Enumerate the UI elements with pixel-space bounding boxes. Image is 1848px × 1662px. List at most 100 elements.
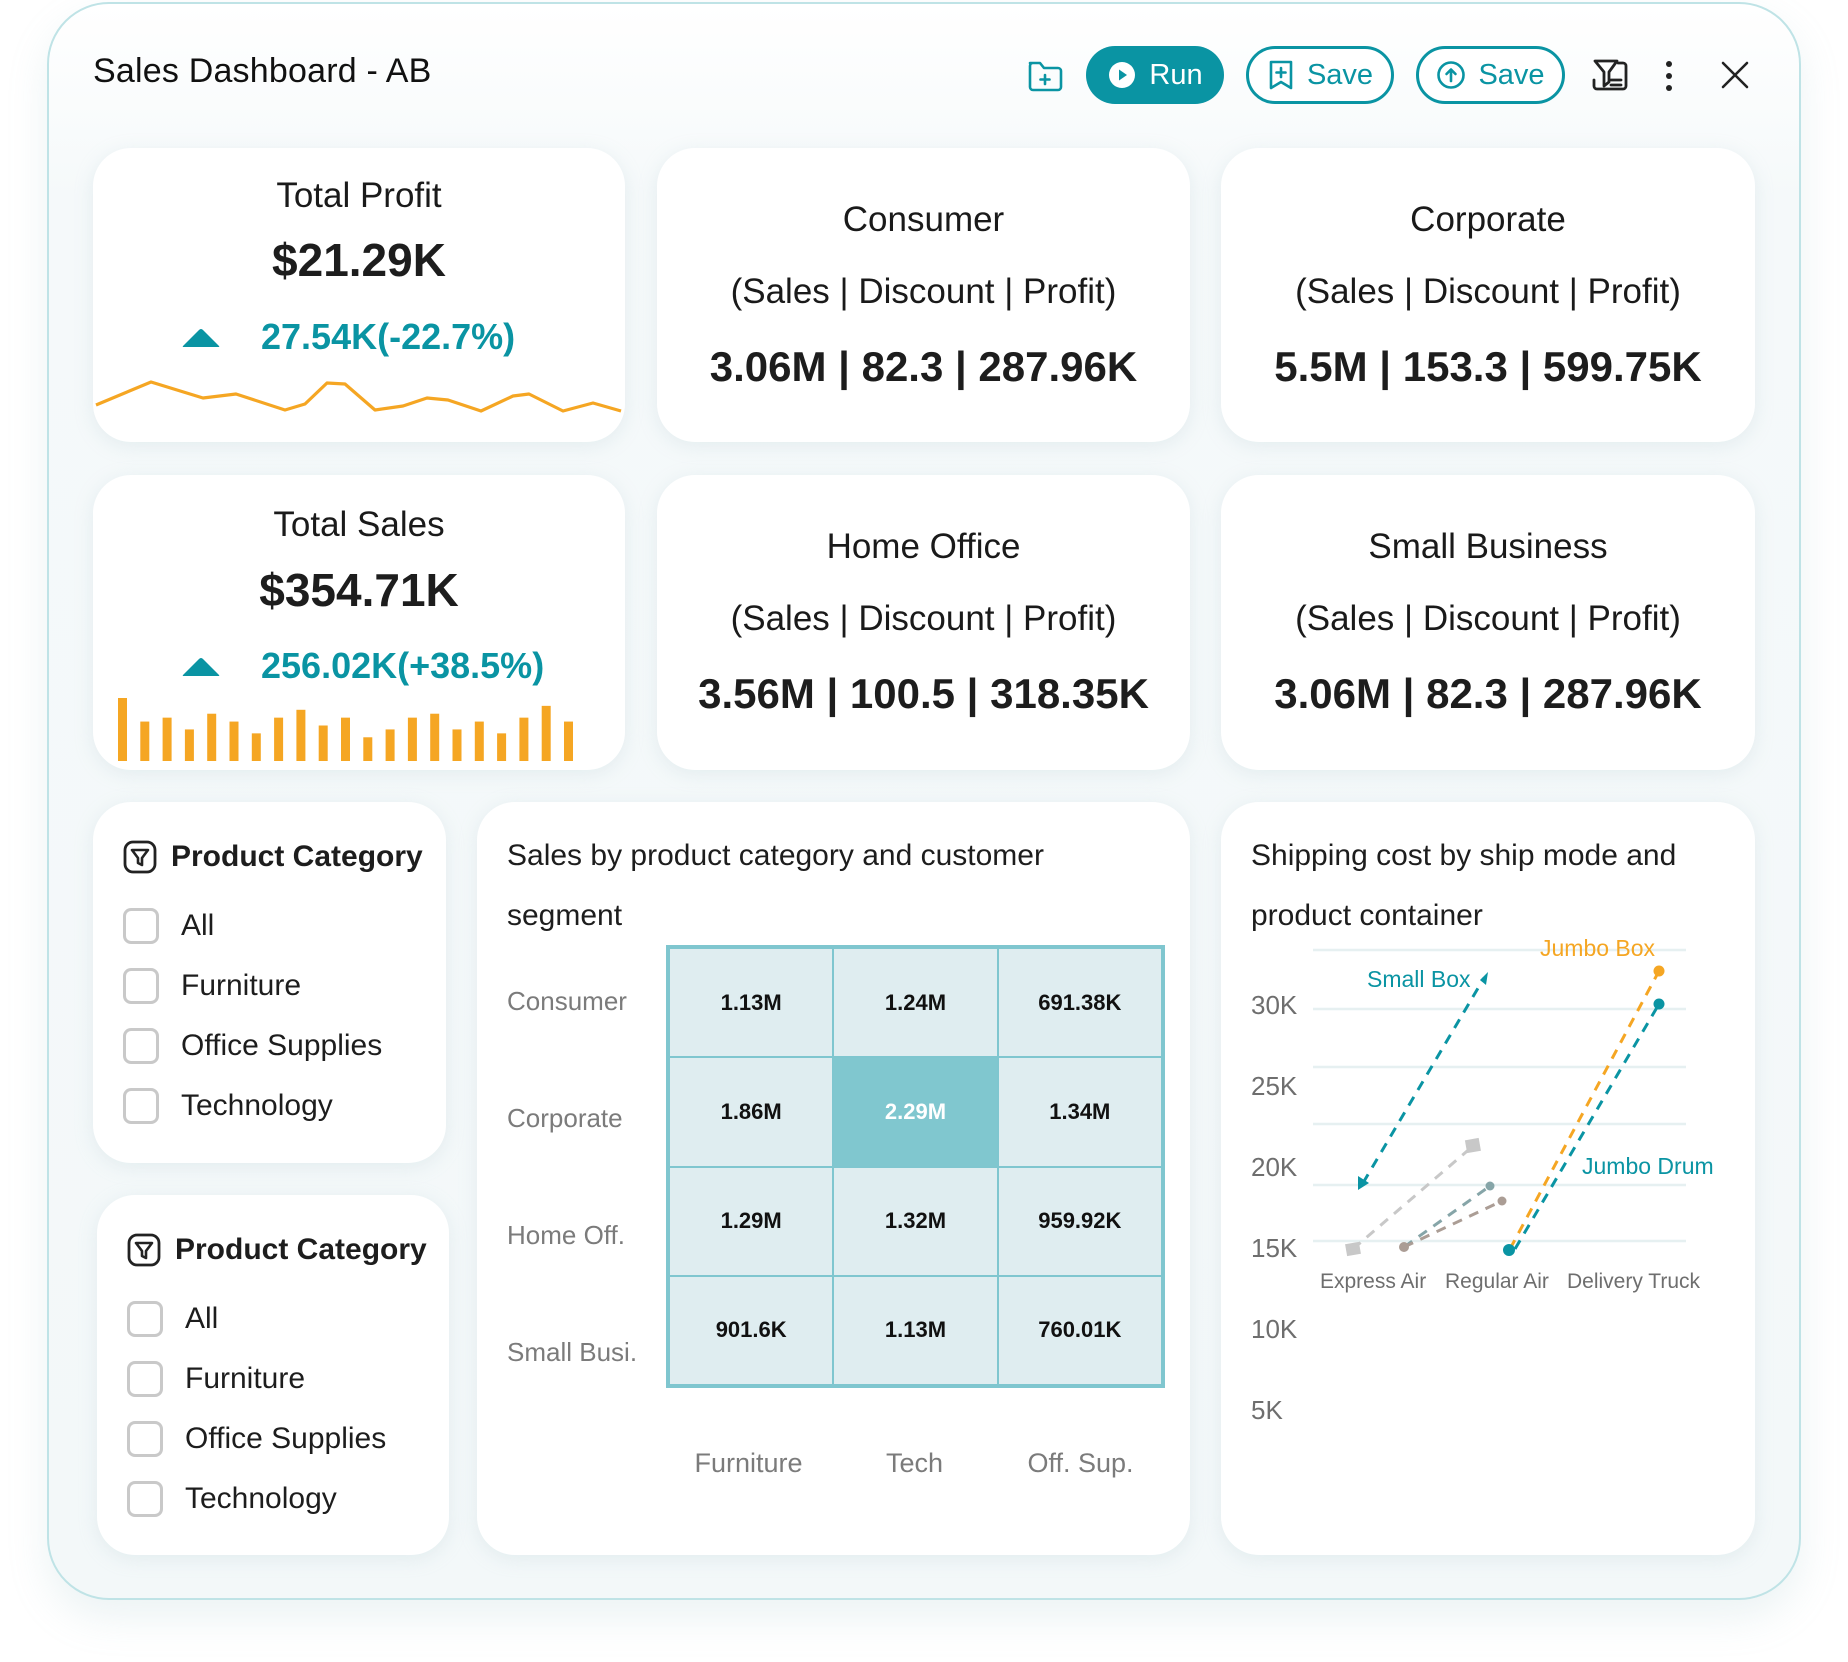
sales-sparkline [118, 698, 573, 761]
kpi-value: $21.29K [272, 234, 446, 286]
heatmap-cell[interactable]: 760.01K [997, 1275, 1162, 1385]
checkbox[interactable] [123, 1088, 159, 1124]
kpi-delta: 256.02K(+38.5%) [261, 645, 545, 686]
series-label-small-box: Small Box [1367, 966, 1471, 992]
y-tick: 5K [1251, 1395, 1283, 1425]
more-vertical-icon[interactable] [1656, 58, 1682, 94]
series-label-jumbo-box: Jumbo Box [1540, 935, 1656, 961]
y-tick: 15K [1251, 1233, 1298, 1263]
heatmap-cell[interactable]: 1.32M [833, 1166, 998, 1276]
segment-name: Consumer [842, 200, 1005, 239]
heatmap-cell[interactable]: 1.13M [833, 1275, 998, 1385]
y-tick: 25K [1251, 1071, 1298, 1101]
segment-subtitle: (Sales | Discount | Profit) [1295, 599, 1681, 638]
save-label: Save [1478, 58, 1545, 91]
total-profit-card: Total Profit $21.29K 27.54K(-22.7%) [93, 148, 625, 442]
kpi-value: $354.71K [259, 564, 459, 616]
kpi-label: Total Sales [273, 505, 445, 544]
segment-subtitle: (Sales | Discount | Profit) [730, 599, 1117, 638]
shipping-line-chart [1313, 948, 1686, 1257]
filter-panel-2: Product Category All Furniture Office Su… [97, 1195, 449, 1555]
filter-icon [127, 1233, 161, 1267]
filter-option-office-supplies[interactable]: Office Supplies [127, 1421, 386, 1457]
checkbox[interactable] [127, 1361, 163, 1397]
save-label: Save [1306, 58, 1374, 91]
filter-panel-1: Product Category All Furniture Office Su… [93, 802, 446, 1163]
heatmap-cell[interactable]: 901.6K [669, 1275, 834, 1385]
heatmap-grid: 1.13M 1.24M 691.38K 1.86M 2.29M 1.34M 1.… [666, 945, 1165, 1388]
y-tick: 30K [1251, 990, 1298, 1020]
filter-option-office-supplies[interactable]: Office Supplies [123, 1028, 382, 1064]
segment-card-consumer: Consumer (Sales | Discount | Profit) 3.0… [657, 148, 1190, 442]
option-label: All [181, 909, 215, 942]
triangle-up-icon [182, 658, 220, 676]
shipping-chart-title: Shipping cost by ship mode and product c… [1251, 826, 1676, 946]
heatmap-cell[interactable]: 1.29M [669, 1166, 834, 1276]
segment-card-corporate: Corporate (Sales | Discount | Profit) 5.… [1221, 148, 1755, 442]
filter-title: Product Category [171, 840, 423, 873]
heatmap-cell[interactable]: 1.24M [833, 948, 998, 1058]
checkbox[interactable] [127, 1481, 163, 1517]
option-label: Technology [181, 1089, 333, 1122]
heatmap-cell[interactable]: 1.86M [669, 1057, 834, 1167]
filter-option-all[interactable]: All [123, 908, 214, 944]
title-line: Sales by product category and customer [507, 839, 1044, 872]
y-tick: 20K [1251, 1152, 1298, 1182]
heatmap-cell-highlight[interactable]: 2.29M [833, 1057, 998, 1167]
option-label: Office Supplies [181, 1029, 383, 1062]
series-label-jumbo-drum: Jumbo Drum [1582, 1153, 1714, 1179]
close-icon[interactable] [1716, 56, 1754, 94]
segment-values: 5.5M | 153.3 | 599.75K [1274, 343, 1702, 390]
bookmark-plus-icon [1269, 60, 1293, 90]
checkbox[interactable] [127, 1421, 163, 1457]
checkbox[interactable] [123, 1028, 159, 1064]
heatmap-row-label: Consumer [507, 986, 627, 1016]
heatmap-cell[interactable]: 1.34M [997, 1057, 1162, 1167]
segment-values: 3.56M | 100.5 | 318.35K [698, 670, 1149, 717]
profit-sparkline [95, 380, 622, 413]
save-bookmark-button[interactable]: Save [1246, 46, 1394, 104]
segment-card-home-office: Home Office (Sales | Discount | Profit) … [657, 475, 1190, 770]
title-line: product container [1251, 899, 1483, 932]
checkbox[interactable] [123, 908, 159, 944]
run-button[interactable]: Run [1086, 46, 1224, 104]
filter-option-all[interactable]: All [127, 1301, 218, 1337]
heatmap-row-label: Small Busi. [507, 1337, 638, 1367]
y-tick: 10K [1251, 1314, 1298, 1344]
folder-plus-icon[interactable] [1024, 54, 1066, 96]
x-tick: Regular Air [1445, 1270, 1549, 1293]
checkbox[interactable] [127, 1301, 163, 1337]
checkbox[interactable] [123, 968, 159, 1004]
filter-option-technology[interactable]: Technology [123, 1088, 333, 1124]
segment-values: 3.06M | 82.3 | 287.96K [1274, 670, 1702, 717]
segment-name: Home Office [826, 527, 1021, 566]
option-label: All [185, 1302, 219, 1335]
filter-list-icon[interactable] [1588, 54, 1632, 98]
kpi-label: Total Profit [276, 176, 442, 215]
segment-name: Corporate [1410, 200, 1566, 239]
run-label: Run [1149, 58, 1203, 91]
filter-title: Product Category [175, 1233, 427, 1266]
filter-option-furniture[interactable]: Furniture [123, 968, 301, 1004]
filter-option-furniture[interactable]: Furniture [127, 1361, 305, 1397]
segment-subtitle: (Sales | Discount | Profit) [730, 272, 1117, 311]
title-line: segment [507, 899, 623, 932]
save-upload-button[interactable]: Save [1416, 46, 1565, 104]
heatmap-title: Sales by product category and customer s… [507, 826, 1044, 946]
heatmap-cell[interactable]: 1.13M [669, 948, 834, 1058]
heatmap-col-label: Off. Sup. [1027, 1448, 1134, 1478]
x-tick: Delivery Truck [1567, 1270, 1701, 1293]
heatmap-col-label: Tech [885, 1448, 944, 1478]
filter-option-technology[interactable]: Technology [127, 1481, 337, 1517]
heatmap-cell[interactable]: 959.92K [997, 1166, 1162, 1276]
segment-card-small-business: Small Business (Sales | Discount | Profi… [1221, 475, 1755, 770]
option-label: Technology [185, 1482, 337, 1515]
option-label: Furniture [185, 1362, 306, 1395]
segment-subtitle: (Sales | Discount | Profit) [1295, 272, 1681, 311]
title-line: Shipping cost by ship mode and [1251, 839, 1677, 872]
segment-name: Small Business [1368, 527, 1608, 566]
heatmap-cell[interactable]: 691.38K [997, 948, 1162, 1058]
play-icon [1109, 62, 1136, 88]
page-title: Sales Dashboard - AB [93, 52, 432, 90]
upload-circle-icon [1437, 61, 1466, 89]
